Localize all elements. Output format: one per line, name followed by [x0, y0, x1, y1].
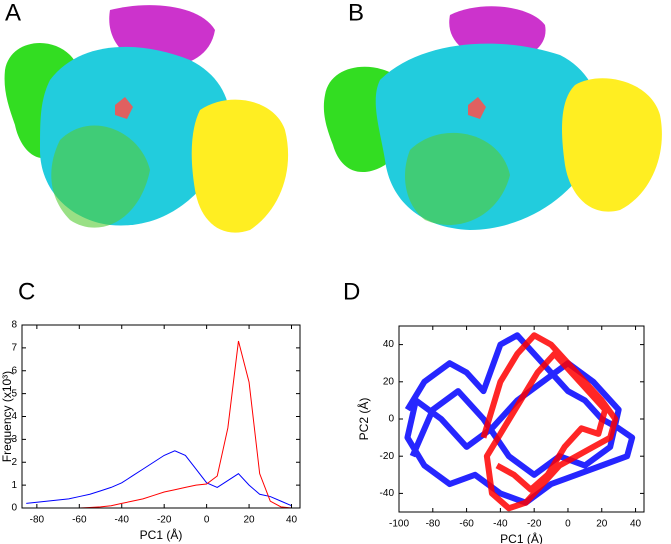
- y-tick-label: 3: [11, 434, 17, 445]
- y-tick-label: 5: [11, 388, 17, 399]
- x-tick-label: -40: [115, 515, 130, 526]
- panel-label: B: [348, 0, 364, 26]
- x-tick-label: 20: [244, 515, 256, 526]
- line: [26, 340, 292, 509]
- protein-a: [4, 5, 289, 233]
- x-tick-label: 40: [286, 515, 298, 526]
- y-tick-label: 1: [11, 480, 17, 491]
- y-tick-label: 20: [383, 376, 395, 387]
- x-tick-label: -20: [157, 515, 172, 526]
- x-axis-title: PC1 (Å): [500, 531, 543, 544]
- x-axis-title: PC1 (Å): [140, 527, 183, 542]
- plot-frame: [21, 324, 301, 509]
- x-tick-label: 0: [565, 519, 571, 530]
- x-tick-label: -20: [527, 519, 542, 530]
- x-tick-label: -40: [493, 519, 508, 530]
- trajectory: [404, 332, 636, 506]
- y-tick-label: 6: [11, 365, 17, 376]
- x-tick-label: 40: [630, 519, 642, 530]
- line: [26, 450, 292, 507]
- x-tick-label: -80: [30, 515, 45, 526]
- y-tick-label: 0: [388, 414, 394, 425]
- y-tick-label: 2: [11, 457, 17, 468]
- x-tick-label: -80: [426, 519, 441, 530]
- y-tick-label: 4: [11, 411, 17, 422]
- protein-b: [323, 6, 662, 231]
- y-axis-title: Frequency (x10³): [0, 371, 14, 462]
- y-tick-label: -20: [380, 451, 395, 462]
- x-tick-label: -60: [72, 515, 87, 526]
- y-tick-label: 7: [11, 343, 17, 354]
- y-axis-title: PC2 (Å): [356, 398, 371, 441]
- x-tick-label: 20: [596, 519, 608, 530]
- y-tick-label: 0: [11, 503, 17, 514]
- y-tick-label: 40: [383, 339, 395, 350]
- x-tick-label: -100: [389, 519, 409, 530]
- x-tick-label: 0: [204, 515, 210, 526]
- trajectory: [480, 332, 619, 512]
- panel-label: A: [5, 0, 21, 26]
- panel-label: D: [343, 278, 360, 305]
- y-tick-label: 8: [11, 320, 17, 331]
- x-tick-label: -60: [459, 519, 474, 530]
- y-tick-label: -40: [380, 488, 395, 499]
- panel-label: C: [18, 278, 35, 305]
